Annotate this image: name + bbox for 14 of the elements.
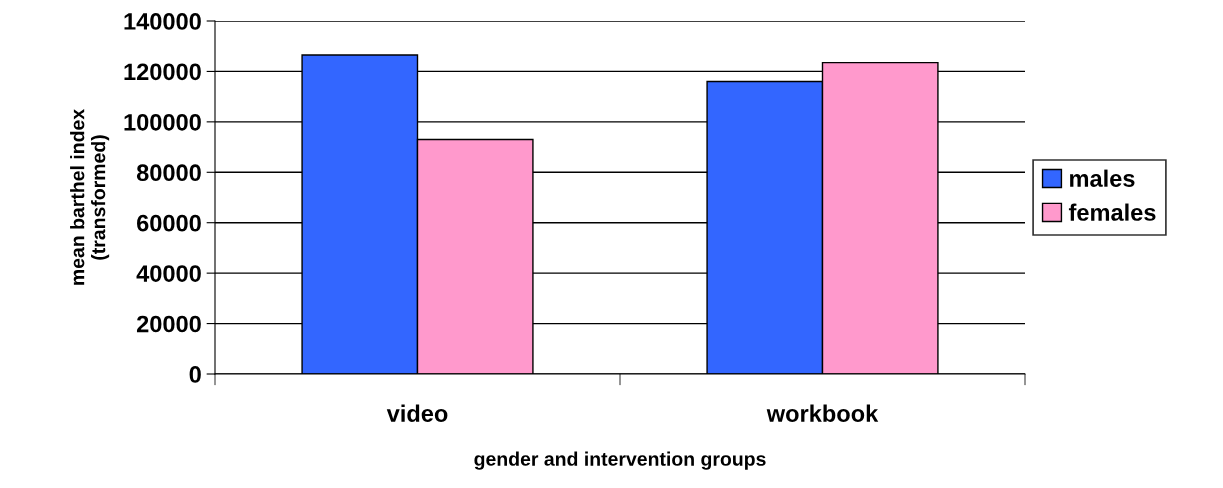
y-tick-label: 40000 <box>136 265 201 282</box>
y-tick-label: 140000 <box>124 13 201 30</box>
x-tick-label: workbook <box>766 404 879 422</box>
y-tick-label: 80000 <box>136 164 201 182</box>
y-tick-label: 60000 <box>137 214 201 232</box>
y-tick-label: 0 <box>189 366 201 383</box>
x-axis-title: gender and intervention groups <box>474 451 766 470</box>
y-tick-label: 120000 <box>124 63 201 81</box>
legend-label: females <box>1068 203 1156 221</box>
x-tick-label: video <box>386 404 448 422</box>
legend-label: males <box>1070 169 1135 187</box>
y-tick-label: 100000 <box>124 113 201 131</box>
y-axis-title: mean barthel index (transformed) <box>70 109 110 285</box>
y-tick-label: 20000 <box>136 315 201 333</box>
